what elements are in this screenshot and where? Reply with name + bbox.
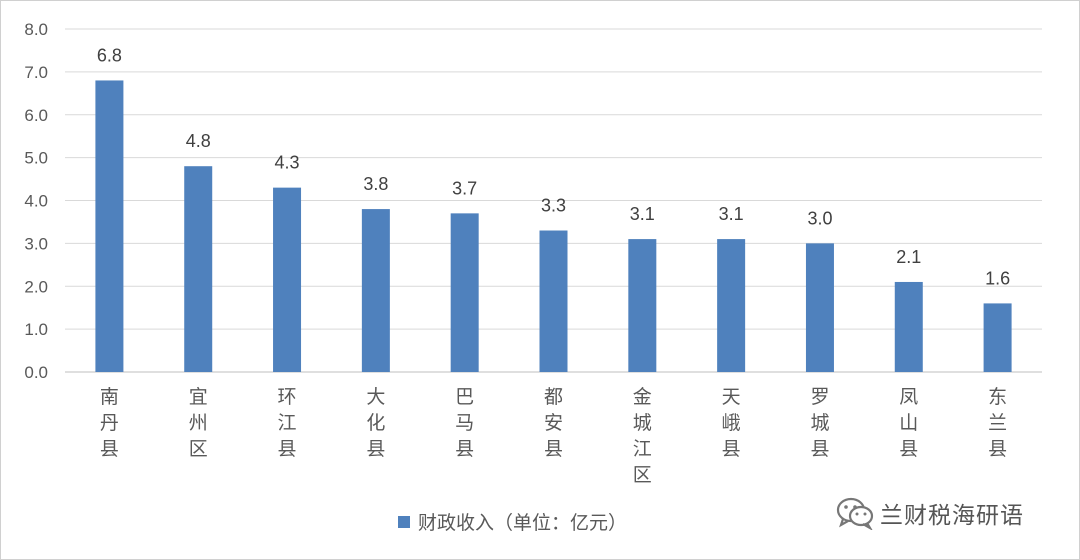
x-tick-label: 罗城县 [810,386,829,460]
x-tick-label: 环江县 [278,386,297,460]
x-tick-label: 凤山县 [899,386,918,460]
y-tick-label: 1.0 [24,320,48,339]
data-label: 6.8 [97,45,122,65]
bar [450,213,479,372]
data-label: 4.3 [275,153,300,173]
y-tick-label: 3.0 [24,234,48,253]
legend-label: 财政收入（单位：亿元） [418,512,628,534]
y-tick-label: 2.0 [24,277,48,296]
bar [539,230,568,372]
bar [628,239,657,372]
y-tick-label: 5.0 [24,149,48,168]
legend-swatch [398,515,410,528]
data-label: 3.1 [719,204,744,224]
x-tick-label: 宜州区 [189,386,208,460]
y-tick-label: 8.0 [24,20,48,39]
bar [805,243,834,372]
bar [983,303,1012,372]
data-label: 3.1 [630,204,655,224]
x-tick-label: 南丹县 [100,386,119,460]
y-tick-label: 7.0 [24,63,48,82]
x-tick-label: 大化县 [366,386,385,460]
y-tick-label: 0.0 [24,363,48,382]
watermark: 兰财税海研语 [836,496,1024,530]
data-label: 3.3 [541,196,566,216]
data-label: 3.0 [807,208,832,228]
bar [184,166,213,372]
y-tick-label: 6.0 [24,106,48,125]
x-tick-label: 东兰县 [988,386,1007,460]
legend: 财政收入（单位：亿元） [398,508,627,535]
x-tick-label: 金城江区 [633,386,652,486]
data-label: 1.6 [985,268,1010,288]
bar [95,80,124,372]
data-label: 3.7 [452,178,477,198]
x-tick-label: 天峨县 [722,386,741,460]
data-label: 3.8 [363,174,388,194]
x-tick-label: 都安县 [544,386,563,460]
y-tick-label: 4.0 [24,192,48,211]
bar [273,187,302,372]
x-tick-label: 巴马县 [455,386,474,460]
wechat-icon [836,497,874,530]
data-label: 2.1 [896,247,921,267]
data-label: 4.8 [186,131,211,151]
bar [717,239,746,372]
bar-chart: 0.0 1.0 2.0 3.0 4.0 5.0 6.0 7.0 8.0 6.8 南丹县 4.8 宜州区 4… [24,20,1042,486]
bar [361,209,390,372]
watermark-text: 兰财税海研语 [880,503,1024,529]
bar [894,281,923,372]
